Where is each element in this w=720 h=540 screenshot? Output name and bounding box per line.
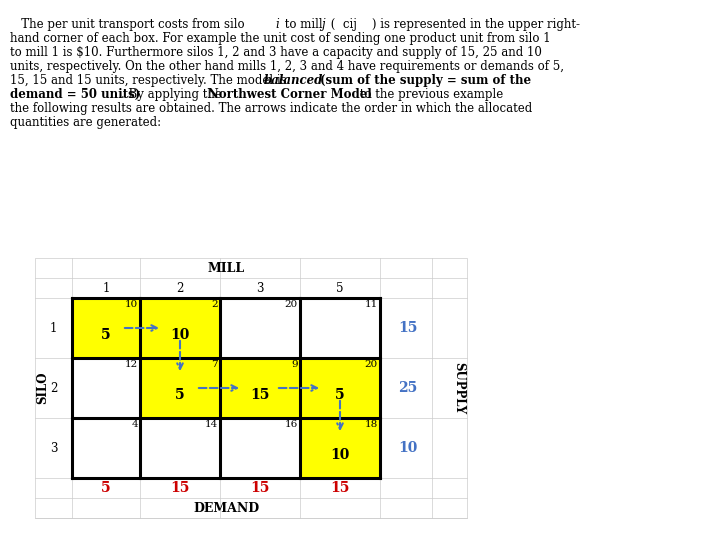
Text: 5: 5 [336, 388, 345, 402]
Text: 12: 12 [125, 360, 138, 369]
Text: Northwest Corner Model: Northwest Corner Model [208, 88, 372, 101]
Text: 2: 2 [176, 281, 184, 294]
Text: to mill 1 is $10. Furthermore silos 1, 2 and 3 have a capacity and supply of 15,: to mill 1 is $10. Furthermore silos 1, 2… [10, 46, 542, 59]
Text: 15, 15 and 15 units, respectively. The model is: 15, 15 and 15 units, respectively. The m… [10, 74, 290, 87]
Bar [72, 418, 140, 478]
Bar [140, 418, 220, 478]
Text: 15: 15 [398, 321, 418, 335]
Text: DEMAND: DEMAND [193, 502, 259, 515]
Text: balanced: balanced [264, 74, 323, 87]
Bar [220, 358, 300, 418]
Text: the following results are obtained. The arrows indicate the order in which the a: the following results are obtained. The … [10, 102, 532, 115]
Text: The per unit transport costs from silo: The per unit transport costs from silo [10, 18, 248, 31]
Text: hand corner of each box. For example the unit cost of sending one product unit f: hand corner of each box. For example the… [10, 32, 551, 45]
Bar [140, 298, 220, 358]
Text: demand = 50 units): demand = 50 units) [10, 88, 140, 101]
Text: 1: 1 [50, 321, 57, 334]
Text: 10: 10 [125, 300, 138, 309]
Text: 2: 2 [212, 300, 218, 309]
Text: to mill: to mill [281, 18, 326, 31]
Text: to the previous example: to the previous example [356, 88, 503, 101]
Text: 5: 5 [175, 388, 185, 402]
Text: 20: 20 [365, 360, 378, 369]
Bar [140, 358, 220, 418]
Bar [300, 298, 380, 358]
Text: 11: 11 [365, 300, 378, 309]
Text: MILL: MILL [207, 261, 245, 274]
Text: . By applying the: . By applying the [121, 88, 225, 101]
Text: 10: 10 [398, 441, 418, 455]
Text: 10: 10 [171, 328, 189, 342]
Text: 15: 15 [330, 481, 350, 495]
Text: 15: 15 [251, 481, 270, 495]
Text: 5: 5 [102, 481, 111, 495]
Bar [300, 358, 380, 418]
Text: 3: 3 [256, 281, 264, 294]
Bar [72, 298, 140, 358]
Text: units, respectively. On the other hand mills 1, 2, 3 and 4 have requirements or : units, respectively. On the other hand m… [10, 60, 564, 73]
Text: 4: 4 [131, 420, 138, 429]
Bar [35, 258, 467, 518]
Text: SUPPLY: SUPPLY [452, 362, 466, 414]
Bar [220, 298, 300, 358]
Text: (  cij    ) is represented in the upper right-: ( cij ) is represented in the upper righ… [327, 18, 580, 31]
Text: 20: 20 [284, 300, 298, 309]
Text: 9: 9 [292, 360, 298, 369]
Text: 10: 10 [330, 448, 350, 462]
Text: 15: 15 [171, 481, 189, 495]
Text: 5: 5 [336, 281, 343, 294]
Text: i: i [275, 18, 279, 31]
Text: 1: 1 [102, 281, 109, 294]
Text: j: j [321, 18, 325, 31]
Bar [300, 418, 380, 478]
Text: 2: 2 [50, 381, 57, 395]
Text: 7: 7 [212, 360, 218, 369]
Text: 14: 14 [204, 420, 218, 429]
Text: 15: 15 [251, 388, 270, 402]
Text: (sum of the supply = sum of the: (sum of the supply = sum of the [320, 74, 531, 87]
Text: quantities are generated:: quantities are generated: [10, 116, 161, 129]
Text: 3: 3 [50, 442, 58, 455]
Text: 5: 5 [102, 328, 111, 342]
Bar [220, 418, 300, 478]
Bar [72, 358, 140, 418]
Text: 25: 25 [398, 381, 418, 395]
Text: 16: 16 [284, 420, 298, 429]
Text: 18: 18 [365, 420, 378, 429]
Text: SILO: SILO [37, 372, 50, 404]
